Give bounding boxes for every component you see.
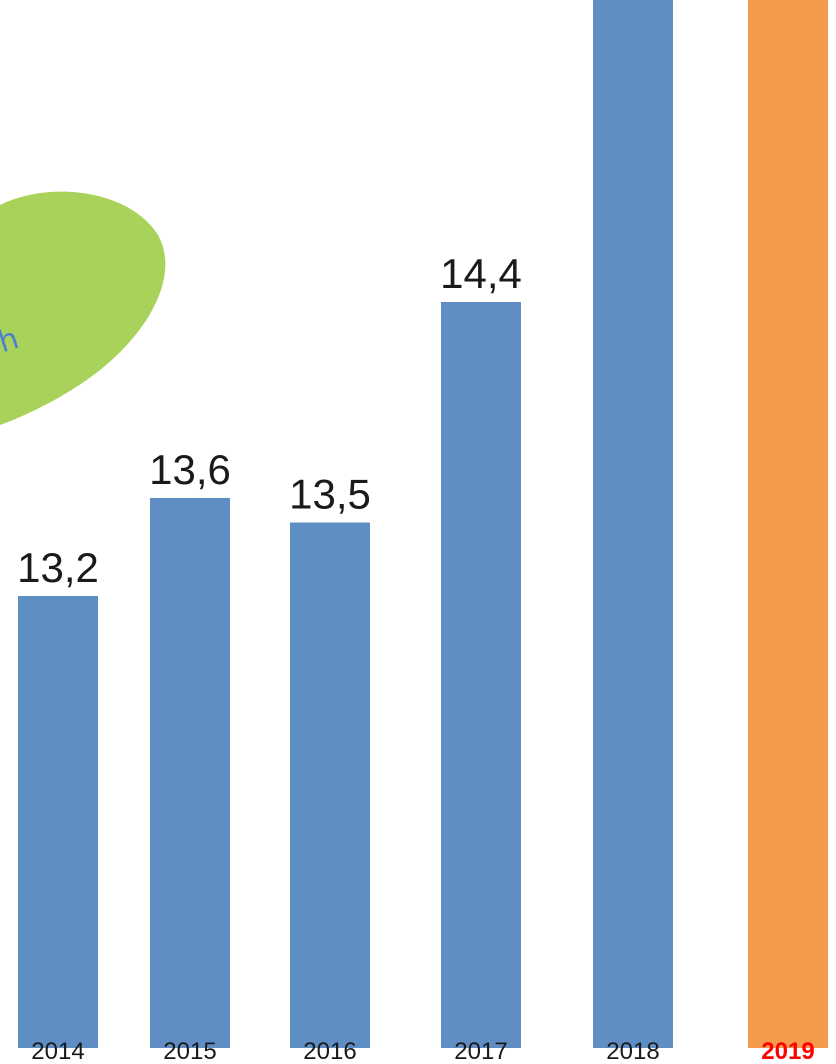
x-tick-label-2018: 2018 [606,1038,659,1064]
bar-2015 [150,498,230,1048]
x-tick-label-2015: 2015 [163,1038,216,1064]
value-label-2014: 13,2 [17,544,99,591]
bars-group [18,0,828,1048]
x-tick-label-2014: 2014 [31,1038,84,1064]
bar-2019 [748,0,828,1048]
x-tick-label-2016: 2016 [303,1038,356,1064]
bar-2016 [290,522,370,1048]
bar-2017 [441,302,521,1048]
x-tick-labels-group: 2014 2015 2016 2017 2018 2019 [31,1038,814,1064]
x-tick-label-2019: 2019 [761,1038,814,1064]
annotation-blob: h [0,191,166,425]
value-labels-group: 13,213,613,514,417,217,1 [17,250,522,591]
value-label-2016: 13,5 [289,471,371,518]
annotation-blob-shape [0,191,166,425]
x-tick-label-2017: 2017 [454,1038,507,1064]
bar-2018 [593,0,673,1048]
value-label-2017: 14,4 [440,250,522,297]
bar-2014 [18,596,98,1048]
value-label-2015: 13,6 [149,446,231,493]
